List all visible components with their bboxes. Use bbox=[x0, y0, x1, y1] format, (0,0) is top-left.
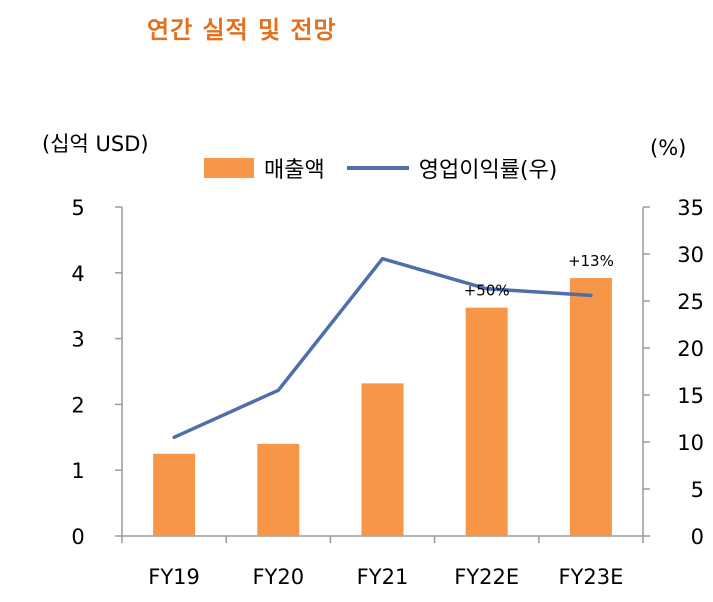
legend-label-revenue: 매출액 bbox=[264, 158, 325, 183]
y-right-tick-label: 5 bbox=[691, 478, 704, 502]
y-left-tick-label: 2 bbox=[71, 393, 84, 417]
legend-line-swatch bbox=[346, 166, 409, 170]
y-left-tick-label: 5 bbox=[71, 196, 84, 220]
y-left-tick-label: 0 bbox=[71, 525, 84, 549]
op-margin-line bbox=[172, 256, 593, 440]
y-right-tick-label: 35 bbox=[677, 196, 704, 220]
y-left-tick-label: 4 bbox=[71, 262, 84, 286]
bar-FY22E bbox=[465, 307, 508, 536]
y-right-tick-label: 10 bbox=[677, 431, 704, 455]
growth-annotation: +50% bbox=[464, 282, 510, 300]
bar-FY23E bbox=[569, 278, 612, 536]
x-tick-label: FY22E bbox=[454, 565, 519, 589]
y-right-tick-label: 15 bbox=[677, 384, 704, 408]
legend-label-op-margin: 영업이익률(우) bbox=[418, 158, 558, 183]
y-left-tick-label: 1 bbox=[71, 459, 84, 483]
bar-FY19 bbox=[153, 453, 196, 536]
y-right-tick-label: 30 bbox=[677, 243, 704, 267]
left-axis-unit-label: (십억 USD) bbox=[42, 132, 149, 156]
bar-FY21 bbox=[361, 383, 404, 536]
x-tick-label: FY21 bbox=[357, 565, 409, 589]
x-tick-label: FY23E bbox=[558, 565, 623, 589]
bar-FY20 bbox=[257, 443, 300, 536]
chart-title: 연간 실적 및 전망 bbox=[147, 16, 337, 44]
y-right-tick-label: 0 bbox=[691, 525, 704, 549]
y-left-tick-label: 3 bbox=[71, 328, 84, 352]
growth-annotation: +13% bbox=[568, 252, 614, 270]
y-right-tick-label: 20 bbox=[677, 337, 704, 361]
legend-bar-swatch bbox=[204, 158, 254, 178]
x-tick-label: FY20 bbox=[252, 565, 304, 589]
right-axis-unit-label: (%) bbox=[650, 136, 687, 160]
x-tick-label: FY19 bbox=[148, 565, 200, 589]
legend: 매출액 영업이익률(우) bbox=[204, 152, 557, 184]
y-right-tick-label: 25 bbox=[677, 290, 704, 314]
